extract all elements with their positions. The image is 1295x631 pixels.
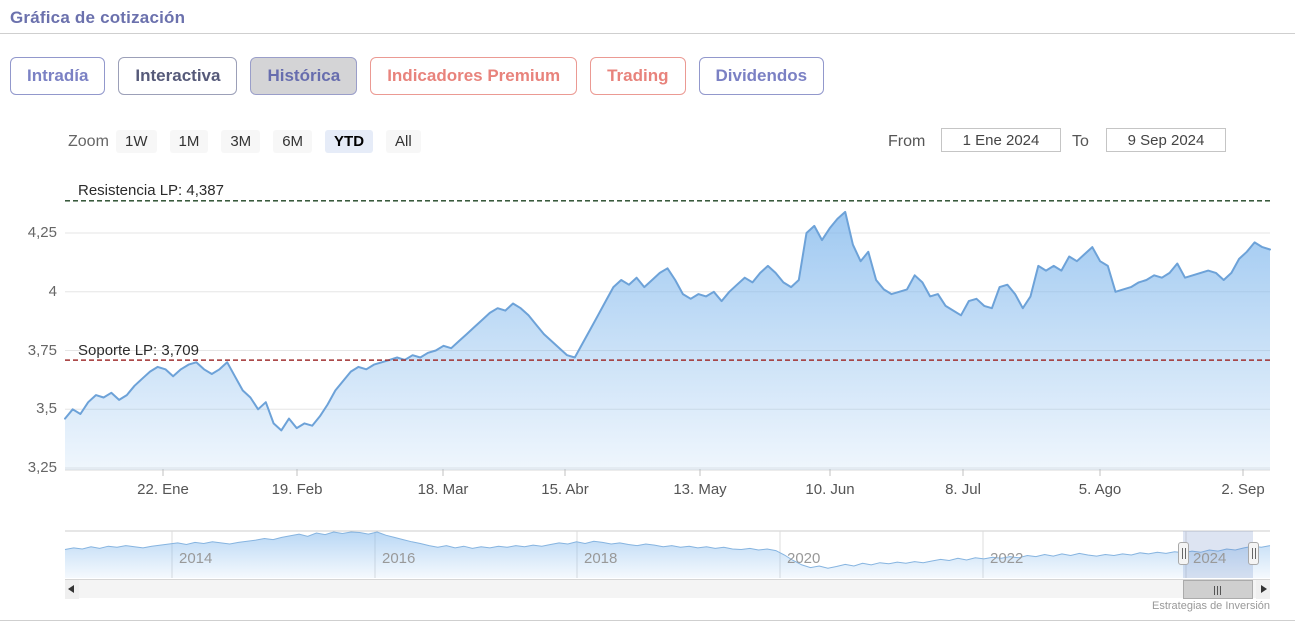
- from-input[interactable]: [941, 128, 1061, 152]
- x-axis-tick: 2. Sep: [1221, 481, 1265, 498]
- navigator-handle-left[interactable]: [1178, 542, 1189, 565]
- zoom-range-3m[interactable]: 3M: [221, 130, 261, 153]
- x-axis-tick: 18. Mar: [417, 481, 469, 498]
- to-input[interactable]: [1106, 128, 1226, 152]
- x-axis-tick: 13. May: [673, 481, 727, 498]
- navigator-year-tick: 2016: [382, 550, 416, 567]
- scrollbar-thumb[interactable]: [1183, 580, 1253, 599]
- tab-historica[interactable]: Histórica: [250, 57, 358, 95]
- from-label: From: [888, 133, 926, 150]
- to-label: To: [1072, 133, 1089, 150]
- zoom-range-ytd[interactable]: YTD: [325, 130, 374, 153]
- zoom-range-1m[interactable]: 1M: [169, 130, 209, 153]
- navigator-year-tick: 2020: [787, 550, 821, 567]
- navigator-year-tick: 2014: [179, 550, 213, 567]
- tab-indicadores-premium[interactable]: Indicadores Premium: [370, 57, 578, 95]
- header-divider: [0, 33, 1295, 34]
- zoom-range-1w[interactable]: 1W: [116, 130, 157, 153]
- y-axis-tick: 4,25: [27, 224, 57, 241]
- navigator-year-tick: 2024: [1193, 550, 1227, 567]
- x-axis-tick: 8. Jul: [945, 481, 981, 498]
- resistance-label: Resistencia LP: 4,387: [78, 182, 224, 199]
- tab-interactiva[interactable]: Interactiva: [118, 57, 238, 95]
- x-axis-tick: 10. Jun: [805, 481, 855, 498]
- scrollbar-right-arrow-icon[interactable]: [1256, 580, 1270, 599]
- page-title: Gráfica de cotización: [10, 8, 186, 27]
- tab-trading[interactable]: Trading: [590, 57, 686, 95]
- tab-intradia[interactable]: Intradía: [10, 57, 106, 95]
- y-axis-tick: 3,5: [36, 400, 57, 418]
- support-label: Soporte LP: 3,709: [78, 342, 199, 359]
- zoom-button-group: 1W 1M 3M 6M YTD All: [116, 130, 421, 153]
- y-axis-tick: 4: [48, 282, 57, 300]
- x-axis-tick: 19. Feb: [271, 481, 323, 498]
- x-axis-tick: 22. Ene: [137, 481, 189, 498]
- x-axis-tick: 5. Ago: [1078, 481, 1122, 498]
- scrollbar-left-arrow-icon[interactable]: [65, 580, 79, 599]
- zoom-range-all[interactable]: All: [386, 130, 421, 153]
- navigator-handle-right[interactable]: [1248, 542, 1259, 565]
- tab-bar: Intradía Interactiva Histórica Indicadores …: [10, 57, 825, 95]
- x-axis-tick: 15. Abr: [541, 481, 589, 498]
- credits-link[interactable]: Estrategias de Inversión: [1151, 600, 1270, 612]
- zoom-label: Zoom: [68, 133, 109, 150]
- zoom-range-6m[interactable]: 6M: [273, 130, 313, 153]
- tab-dividendos[interactable]: Dividendos: [698, 57, 825, 95]
- bottom-divider: [0, 620, 1295, 621]
- y-axis-tick: 3,75: [27, 341, 57, 359]
- navigator-year-tick: 2018: [584, 550, 618, 567]
- navigator-year-tick: 2022: [990, 550, 1024, 567]
- y-axis-tick: 3,25: [27, 459, 57, 476]
- navigator-scrollbar[interactable]: [65, 579, 1270, 599]
